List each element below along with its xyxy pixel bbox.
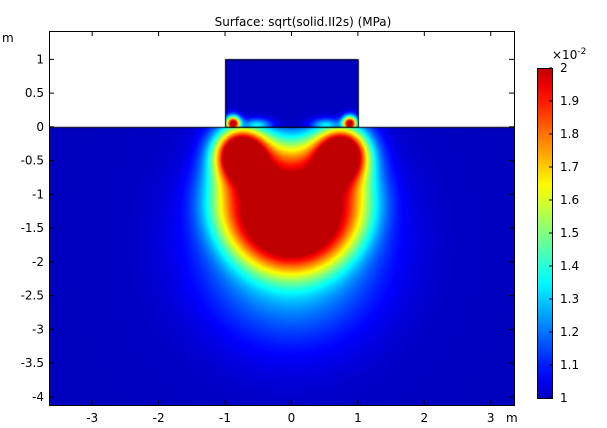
x-axis: -3 -2 -1 0 1 2 3 — [86, 31, 495, 425]
colorbar-ticks: 2 1.9 1.8 1.7 1.6 1.5 1.4 1.3 1.2 1.1 1 — [549, 61, 579, 405]
y-tick-label: -1.5 — [21, 221, 44, 235]
colorbar-tick-label: 1.5 — [560, 226, 579, 240]
colorbar: 2 1.9 1.8 1.7 1.6 1.5 1.4 1.3 1.2 1.1 1 ×10-2 — [537, 47, 586, 405]
colorbar-tick-label: 1.9 — [560, 94, 579, 108]
x-tick-label: -2 — [153, 411, 165, 425]
colorbar-multiplier: ×10-2 — [552, 47, 586, 62]
colorbar-tick-label: 1.2 — [560, 325, 579, 339]
y-tick-label: -3.5 — [21, 356, 44, 370]
axes-area — [49, 31, 515, 406]
colorbar-tick-label: 1.1 — [560, 358, 579, 372]
y-tick-label: -2.5 — [21, 289, 44, 303]
colorbar-tick-label: 1.8 — [560, 127, 579, 141]
colorbar-tick-label: 1.6 — [560, 193, 579, 207]
y-axis-unit: m — [2, 31, 14, 45]
y-tick-label: 0.5 — [25, 86, 44, 100]
colorbar-tick-label: 1.3 — [560, 292, 579, 306]
y-tick-label: 0 — [36, 120, 44, 134]
x-tick-label: -1 — [219, 411, 231, 425]
colorbar-tick-label: 1.4 — [560, 259, 579, 273]
y-tick-label: -1 — [32, 187, 44, 201]
y-tick-label: -3 — [32, 322, 44, 336]
colorbar-gradient — [537, 68, 553, 399]
y-axis: 1 0.5 0 -0.5 -1 -1.5 -2 -2.5 -3 -3.5 -4 — [21, 52, 514, 404]
y-tick-label: -2 — [32, 255, 44, 269]
y-tick-label: 1 — [36, 52, 44, 66]
x-tick-label: 0 — [288, 411, 296, 425]
plot-title: Surface: sqrt(solid.II2s) (MPa) — [215, 15, 392, 29]
y-tick-label: -0.5 — [21, 154, 44, 168]
axes-frame — [49, 31, 515, 406]
y-tick-label: -4 — [32, 390, 44, 404]
colorbar-tick-label: 1.7 — [560, 160, 579, 174]
stress-field-image — [49, 31, 514, 405]
colorbar-tick-label: 1 — [560, 391, 568, 405]
x-tick-label: 2 — [421, 411, 429, 425]
x-axis-unit: m — [506, 411, 518, 425]
x-tick-label: 1 — [354, 411, 362, 425]
x-tick-label: -3 — [86, 411, 98, 425]
colorbar-tick-label: 2 — [560, 61, 568, 75]
x-tick-label: 3 — [487, 411, 495, 425]
